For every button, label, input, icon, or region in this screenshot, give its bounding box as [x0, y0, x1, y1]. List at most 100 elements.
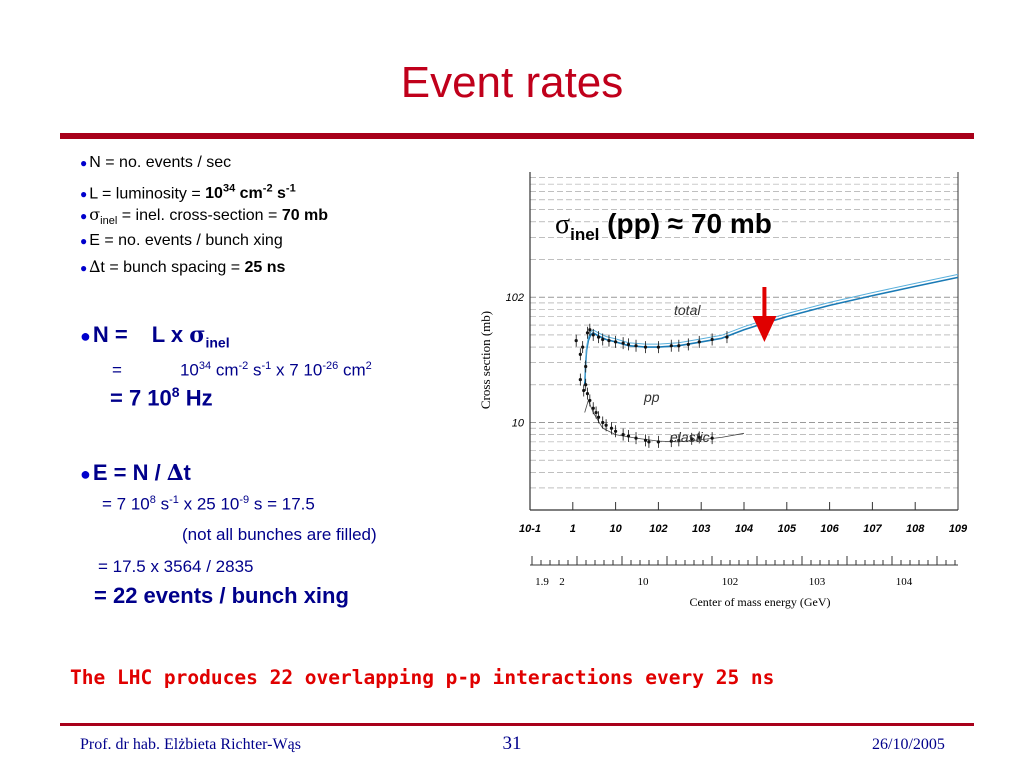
bullet-bunch-spacing: ● ∆t = bunch spacing = 25 ns — [80, 257, 286, 276]
elastic-point — [626, 434, 631, 438]
bullet-dot-icon: ● — [80, 209, 88, 223]
chart-marks — [574, 273, 959, 448]
chart-axes: 10-1 1 10 102 103 104 105 106 107 108 109 10 102 1.9 2… — [506, 172, 968, 588]
total-point — [697, 340, 701, 344]
total-point — [669, 344, 673, 348]
lower-axis-label: 103 — [809, 576, 826, 588]
total-point — [591, 333, 595, 337]
x-tick-label: 10 — [609, 523, 622, 535]
y-axis-label: Cross section (mb) — [480, 311, 493, 409]
elastic-point — [647, 440, 651, 444]
elastic-point — [588, 398, 592, 403]
total-point — [686, 342, 690, 347]
bullet-dot-icon: ● — [80, 187, 88, 202]
elastic-point — [710, 436, 714, 440]
x-tick-label: 102 — [649, 523, 667, 535]
x-tick-label: 104 — [735, 523, 753, 535]
bullet-n: ● N = no. events / sec — [80, 154, 232, 171]
total-point — [621, 341, 625, 345]
total-point — [584, 364, 588, 369]
title-divider — [60, 133, 974, 139]
bullet-dot-icon: ● — [80, 326, 91, 346]
x-tick-label: 109 — [949, 523, 968, 535]
elastic-point — [677, 438, 681, 442]
footer-date: 26/10/2005 — [872, 736, 945, 753]
total-point — [643, 345, 648, 349]
eq-n-substitution: = 1034 cm-2 s-1 x 7 10-26 cm2 — [112, 360, 372, 380]
elastic-point — [604, 423, 608, 427]
cross-section-chart: 10-1 1 10 102 103 104 105 106 107 108 109 10 102 1.9 2… — [480, 172, 968, 609]
eq-e-note: (not all bunches are filled) — [182, 525, 377, 544]
x-tick-label: 1 — [570, 523, 576, 535]
total-point — [634, 344, 638, 348]
total-point — [656, 345, 660, 349]
eq-e-result: = 22 events / bunch xing — [94, 583, 349, 608]
elastic-point — [594, 410, 598, 415]
bullet-dot-icon: ● — [80, 234, 88, 248]
elastic-point — [697, 435, 701, 439]
elastic-point — [601, 420, 605, 425]
eq-n-result: = 7 108 Hz — [110, 384, 213, 411]
total-point — [578, 352, 582, 356]
elastic-point — [578, 377, 582, 382]
x-tick-label: 10-1 — [519, 523, 541, 535]
lower-axis-label: 102 — [722, 576, 739, 588]
y-tick-label: 10 — [512, 417, 525, 429]
eq-e: ●E = N / ∆t — [80, 460, 191, 486]
elastic-point — [621, 433, 625, 437]
definitions-list: ● N = no. events / sec ● L = luminosity = … — [80, 150, 328, 280]
eq-e-bunches: = 17.5 x 3564 / 2835 — [98, 557, 254, 576]
elastic-point — [614, 429, 618, 433]
total-fit-line — [583, 276, 959, 385]
elastic-point — [609, 426, 614, 430]
summary-note: The LHC produces 22 overlapping p-p inte… — [70, 666, 775, 689]
lower-axis-label: 10 — [638, 576, 650, 588]
bullet-e: ● E = no. events / bunch xing — [80, 232, 283, 249]
total-point — [626, 342, 631, 347]
elastic-point — [582, 388, 586, 393]
lower-axis-label: 104 — [896, 576, 913, 588]
total-point — [607, 339, 611, 343]
lower-axis-label: 1.9 — [535, 576, 549, 588]
total-point — [588, 328, 592, 332]
total-point — [710, 337, 714, 342]
bullet-cross-section: ● σinel = inel. cross-section = 70 mb — [80, 205, 329, 228]
eq-e-substitution: = 7 108 s-1 x 25 10-9 s = 17.5 — [102, 494, 315, 514]
elastic-point — [669, 439, 673, 443]
bullet-dot-icon: ● — [80, 261, 88, 275]
bullet-dot-icon: ● — [80, 156, 88, 170]
total-point — [725, 335, 729, 339]
lower-axis-label: 2 — [559, 576, 565, 588]
footer-divider — [60, 723, 974, 726]
bullet-dot-icon: ● — [80, 464, 91, 484]
eq-n: ●N = L x σinel — [80, 322, 230, 351]
slide-title: Event rates — [400, 58, 624, 107]
total-point — [614, 340, 618, 344]
elastic-point — [643, 438, 648, 442]
elastic-point — [656, 440, 660, 444]
bullet-luminosity: ● L = luminosity = 1034 cm-2 s-1 — [80, 183, 296, 203]
chart-title: σinel (pp) ≈ 70 mb — [555, 208, 772, 244]
total-point — [677, 344, 681, 348]
elastic-point — [584, 383, 588, 387]
annotation-elastic: elastic — [670, 429, 710, 445]
x-axis-label: Center of mass energy (GeV) — [689, 595, 830, 609]
total-point — [581, 345, 585, 349]
elastic-point — [585, 392, 590, 396]
total-point — [585, 331, 590, 335]
x-tick-label: 103 — [692, 523, 710, 535]
footer-author: Prof. dr hab. Elżbieta Richter-Wąs — [80, 736, 301, 753]
elastic-point — [634, 436, 638, 440]
annotation-pp: pp — [643, 389, 660, 405]
elastic-point — [591, 406, 595, 410]
page-number: 31 — [502, 733, 522, 754]
y-tick-label: 102 — [506, 292, 524, 304]
total-fit-band — [584, 273, 959, 382]
elastic-point — [690, 437, 694, 441]
total-point — [596, 335, 601, 339]
total-point — [574, 339, 578, 343]
x-tick-label: 105 — [778, 523, 797, 535]
total-point — [601, 337, 605, 342]
annotation-total: total — [674, 302, 701, 318]
elastic-point — [596, 415, 601, 419]
